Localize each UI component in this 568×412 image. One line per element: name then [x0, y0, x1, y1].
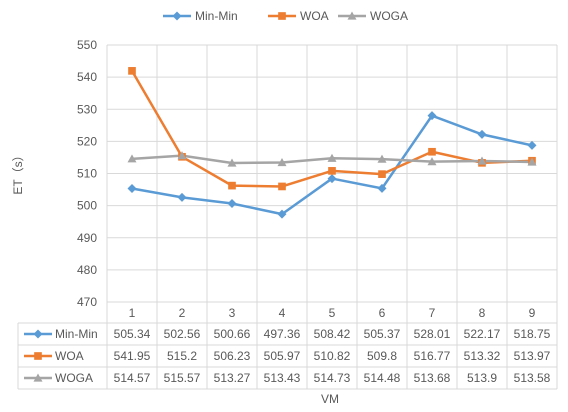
- data-point: [227, 199, 237, 209]
- data-point: [378, 170, 386, 178]
- table-cell: 513.97: [514, 349, 551, 363]
- x-tick-label: 9: [529, 306, 536, 320]
- table-cell: 514.73: [314, 371, 351, 385]
- data-point: [177, 151, 187, 160]
- x-tick-label: 2: [179, 306, 186, 320]
- legend-entry-label: Min-Min: [195, 9, 238, 23]
- y-tick-label: 540: [77, 70, 97, 84]
- gridlines: [106, 44, 558, 389]
- table-cell: 505.37: [364, 327, 401, 341]
- legend-key-marker: [278, 12, 286, 20]
- data-point: [328, 167, 336, 175]
- y-tick-label: 490: [77, 231, 97, 245]
- table-cell: 514.48: [364, 371, 401, 385]
- table-cell: 528.01: [414, 327, 451, 341]
- x-axis-ticks: 1 2 3 4 5 6 7 8 9: [129, 306, 536, 320]
- table-legend-key-marker: [33, 373, 43, 382]
- legend-key-marker: [172, 11, 182, 21]
- series-points: [127, 67, 537, 219]
- data-point: [377, 154, 387, 163]
- x-tick-label: 3: [229, 306, 236, 320]
- table-cell: 513.32: [464, 349, 501, 363]
- data-point: [377, 183, 387, 193]
- table-series-label: WOA: [55, 349, 84, 363]
- table-cell: 522.17: [464, 327, 501, 341]
- data-point: [527, 157, 537, 166]
- table-cell: 505.34: [114, 327, 151, 341]
- y-tick-label: 480: [77, 263, 97, 277]
- table-cell: 508.42: [314, 327, 351, 341]
- data-point: [278, 182, 286, 191]
- data-point: [527, 140, 537, 150]
- data-table: Min-Min 505.34 502.56 500.66 497.36 508.42 505…: [17, 322, 557, 390]
- data-point: [477, 129, 487, 139]
- table-cell: 514.57: [114, 371, 151, 385]
- y-axis-label: ET（s）: [11, 149, 25, 194]
- table-cell: 515.2: [167, 349, 197, 363]
- legend: Min-Min WOA WOGA: [163, 9, 408, 23]
- table-cell: 510.82: [314, 349, 351, 363]
- table-cell: 509.8: [367, 349, 397, 363]
- table-legend-key-marker: [33, 329, 43, 339]
- legend-key-marker: [347, 11, 357, 20]
- data-point: [277, 157, 287, 167]
- data-point: [227, 158, 237, 167]
- table-legend-key-marker: [34, 352, 42, 360]
- data-point: [127, 154, 137, 163]
- table-cell: 513.9: [467, 371, 497, 385]
- y-tick-label: 530: [77, 102, 97, 116]
- data-point: [428, 147, 436, 156]
- table-cell: 513.43: [264, 371, 301, 385]
- table-cell: 515.57: [164, 371, 201, 385]
- data-point: [177, 192, 187, 202]
- data-point: [427, 157, 437, 166]
- table-cell: 513.58: [514, 371, 551, 385]
- y-tick-label: 550: [77, 38, 97, 52]
- data-point: [327, 153, 337, 162]
- series-lines: [130, 70, 533, 216]
- y-tick-label: 520: [77, 134, 97, 148]
- x-tick-label: 4: [279, 306, 286, 320]
- x-tick-label: 1: [129, 306, 136, 320]
- table-cell: 506.23: [214, 349, 251, 363]
- table-series-label: WOGA: [55, 371, 93, 385]
- data-point: [477, 156, 487, 165]
- x-tick-label: 6: [379, 306, 386, 320]
- table-cell: 516.77: [414, 349, 451, 363]
- table-cell: 502.56: [164, 327, 201, 341]
- table-cell: 518.75: [514, 327, 551, 341]
- x-tick-label: 7: [429, 306, 436, 320]
- y-tick-label: 510: [77, 167, 97, 181]
- x-tick-label: 8: [479, 306, 486, 320]
- table-cell: 513.27: [214, 371, 251, 385]
- y-tick-label: 500: [77, 199, 97, 213]
- table-cell: 497.36: [264, 327, 301, 341]
- data-point: [127, 183, 137, 193]
- table-cell: 541.95: [114, 349, 151, 363]
- legend-entry-label: WOA: [300, 9, 329, 23]
- table-cell: 500.66: [214, 327, 251, 341]
- series-line-min-min: [131, 114, 533, 216]
- table-cell: 513.68: [414, 371, 451, 385]
- data-point: [427, 111, 437, 121]
- y-axis-ticks: 470 480 490 500 510 520 530 540 550: [77, 38, 97, 309]
- table-cell: 505.97: [264, 349, 301, 363]
- table-series-label: Min-Min: [55, 327, 98, 341]
- x-axis-label: VM: [321, 392, 339, 406]
- y-tick-label: 470: [77, 295, 97, 309]
- data-point: [277, 209, 287, 219]
- data-point: [228, 181, 236, 190]
- data-point: [128, 67, 136, 75]
- data-point: [327, 174, 337, 184]
- legend-entry-label: WOGA: [370, 9, 408, 23]
- x-tick-label: 5: [329, 306, 336, 320]
